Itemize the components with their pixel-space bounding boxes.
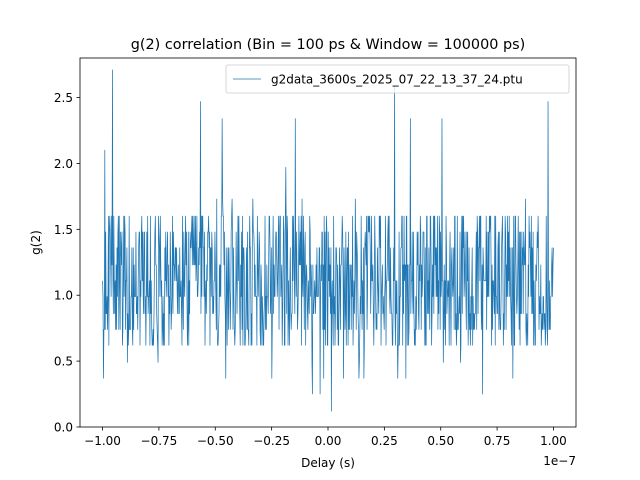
x-tick-label: 0.25	[371, 434, 398, 448]
y-axis: 0.0 0.5 1.0 1.5 2.0 2.5	[54, 91, 80, 435]
legend: g2data_3600s_2025_07_22_13_37_24.ptu	[225, 64, 570, 94]
chart-title: g(2) correlation (Bin = 100 ps & Window …	[131, 37, 525, 53]
x-tick-label: −0.25	[253, 434, 290, 448]
legend-entry: g2data_3600s_2025_07_22_13_37_24.ptu	[271, 73, 523, 87]
legend-box	[225, 64, 570, 94]
y-axis-label: g(2)	[29, 230, 43, 255]
x-tick-label: −0.75	[141, 434, 178, 448]
y-tick-label: 2.5	[54, 91, 73, 105]
x-axis-offset-label: 1e−7	[543, 454, 576, 468]
x-axis: −1.00 −0.75 −0.50 −0.25 0.00 0.25 0.50 0.75 1.00	[84, 427, 567, 448]
x-tick-label: 0.75	[484, 434, 511, 448]
y-tick-label: 2.0	[54, 157, 73, 171]
y-tick-label: 0.5	[54, 355, 73, 369]
x-tick-label: 0.00	[315, 434, 342, 448]
y-tick-label: 1.5	[54, 223, 73, 237]
y-tick-label: 1.0	[54, 289, 73, 303]
x-axis-label: Delay (s)	[301, 456, 355, 470]
series-layer	[102, 69, 554, 412]
y-tick-label: 0.0	[54, 421, 73, 435]
x-tick-label: 1.00	[540, 434, 567, 448]
series-line	[102, 69, 554, 412]
x-tick-label: −0.50	[197, 434, 234, 448]
x-tick-label: −1.00	[84, 434, 121, 448]
x-tick-label: 0.50	[427, 434, 454, 448]
